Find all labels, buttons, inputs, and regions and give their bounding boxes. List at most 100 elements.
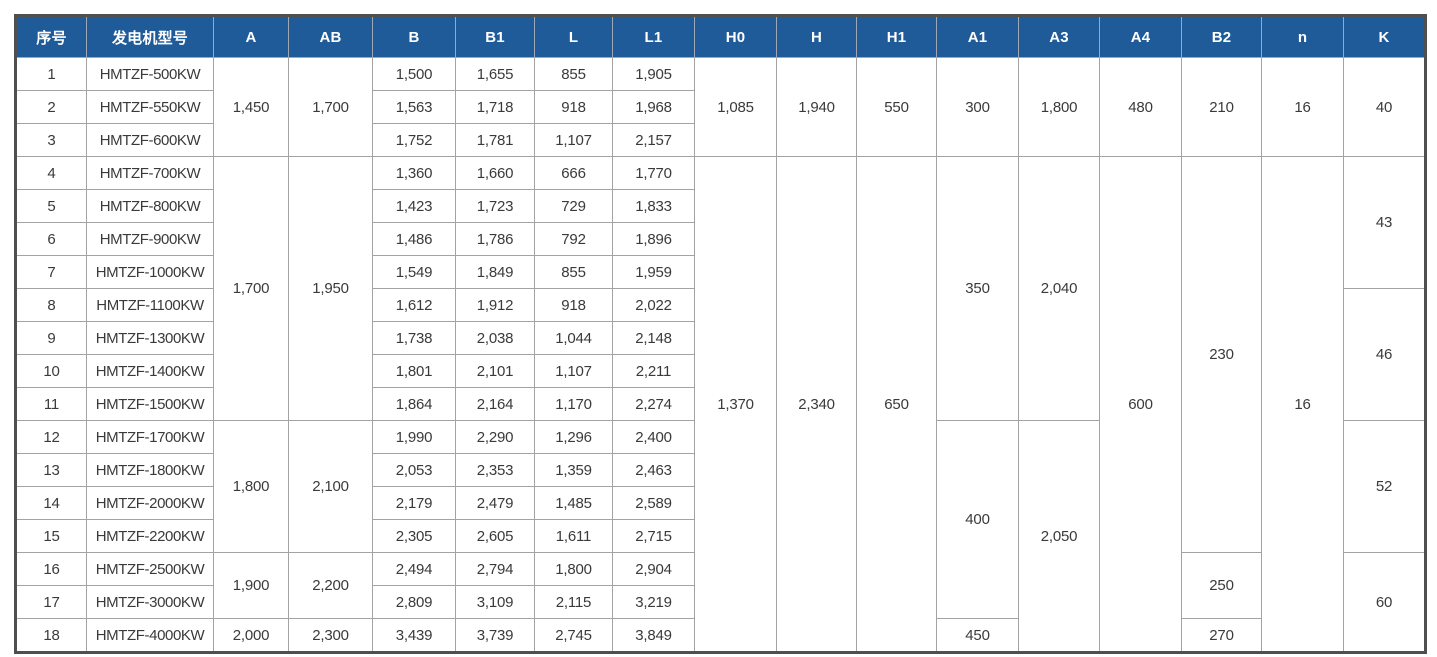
cell-L1: 3,219 bbox=[612, 585, 695, 619]
column-header-L: L bbox=[534, 15, 613, 58]
cell-A3: 2,050 bbox=[1018, 420, 1100, 653]
cell-L1: 1,968 bbox=[612, 90, 695, 124]
cell-index: 18 bbox=[15, 618, 87, 653]
cell-H0: 1,370 bbox=[694, 156, 777, 653]
cell-index: 10 bbox=[15, 354, 87, 388]
cell-index: 5 bbox=[15, 189, 87, 223]
cell-K: 52 bbox=[1343, 420, 1426, 553]
cell-B2: 230 bbox=[1181, 156, 1262, 553]
cell-B: 1,612 bbox=[372, 288, 456, 322]
column-header-n: n bbox=[1261, 15, 1344, 58]
cell-L1: 2,148 bbox=[612, 321, 695, 355]
cell-n: 16 bbox=[1261, 156, 1344, 653]
cell-L1: 1,896 bbox=[612, 222, 695, 256]
column-header-B2: B2 bbox=[1181, 15, 1262, 58]
cell-model: HMTZF-2000KW bbox=[86, 486, 214, 520]
table-row-13: 13 HMTZF-1800KW 2,053 2,353 1,359 2,463 bbox=[15, 453, 1426, 487]
table-row-10: 10 HMTZF-1400KW 1,801 2,101 1,107 2,211 bbox=[15, 354, 1426, 388]
cell-A3: 2,040 bbox=[1018, 156, 1100, 421]
cell-B: 1,423 bbox=[372, 189, 456, 223]
column-header-index: 序号 bbox=[15, 15, 87, 58]
cell-L1: 2,022 bbox=[612, 288, 695, 322]
cell-B: 1,360 bbox=[372, 156, 456, 190]
cell-A4: 600 bbox=[1099, 156, 1182, 653]
table-row-15: 15 HMTZF-2200KW 2,305 2,605 1,611 2,715 bbox=[15, 519, 1426, 553]
table-row-3: 3 HMTZF-600KW 1,752 1,781 1,107 2,157 bbox=[15, 123, 1426, 157]
cell-L1: 2,400 bbox=[612, 420, 695, 454]
cell-L1: 1,959 bbox=[612, 255, 695, 289]
cell-L1: 2,904 bbox=[612, 552, 695, 586]
cell-model: HMTZF-550KW bbox=[86, 90, 214, 124]
table-row-11: 11 HMTZF-1500KW 1,864 2,164 1,170 2,274 bbox=[15, 387, 1426, 421]
cell-L: 1,800 bbox=[534, 552, 613, 586]
cell-L: 918 bbox=[534, 288, 613, 322]
cell-B: 2,809 bbox=[372, 585, 456, 619]
cell-B1: 1,786 bbox=[455, 222, 535, 256]
cell-B1: 3,739 bbox=[455, 618, 535, 653]
cell-H: 2,340 bbox=[776, 156, 857, 653]
cell-L1: 1,833 bbox=[612, 189, 695, 223]
cell-A: 1,450 bbox=[213, 57, 289, 157]
cell-H1: 550 bbox=[856, 57, 937, 157]
cell-model: HMTZF-600KW bbox=[86, 123, 214, 157]
cell-K: 40 bbox=[1343, 57, 1426, 157]
cell-L: 1,296 bbox=[534, 420, 613, 454]
cell-B2: 270 bbox=[1181, 618, 1262, 653]
cell-L: 1,359 bbox=[534, 453, 613, 487]
cell-B: 2,179 bbox=[372, 486, 456, 520]
cell-L1: 1,770 bbox=[612, 156, 695, 190]
cell-index: 12 bbox=[15, 420, 87, 454]
cell-B1: 1,849 bbox=[455, 255, 535, 289]
cell-L: 855 bbox=[534, 57, 613, 91]
cell-A1: 450 bbox=[936, 618, 1019, 653]
column-header-A3: A3 bbox=[1018, 15, 1100, 58]
cell-B1: 1,655 bbox=[455, 57, 535, 91]
cell-A: 1,900 bbox=[213, 552, 289, 619]
cell-A1: 350 bbox=[936, 156, 1019, 421]
cell-model: HMTZF-1800KW bbox=[86, 453, 214, 487]
cell-L: 666 bbox=[534, 156, 613, 190]
cell-index: 15 bbox=[15, 519, 87, 553]
cell-L: 1,044 bbox=[534, 321, 613, 355]
cell-B1: 1,912 bbox=[455, 288, 535, 322]
cell-index: 3 bbox=[15, 123, 87, 157]
column-header-H: H bbox=[776, 15, 857, 58]
cell-L1: 2,715 bbox=[612, 519, 695, 553]
cell-B: 1,864 bbox=[372, 387, 456, 421]
cell-L1: 2,589 bbox=[612, 486, 695, 520]
cell-AB: 1,950 bbox=[288, 156, 373, 421]
cell-model: HMTZF-4000KW bbox=[86, 618, 214, 653]
cell-L: 918 bbox=[534, 90, 613, 124]
cell-index: 9 bbox=[15, 321, 87, 355]
cell-H1: 650 bbox=[856, 156, 937, 653]
cell-model: HMTZF-500KW bbox=[86, 57, 214, 91]
table-header: 序号 发电机型号 A AB B B1 L L1 H0 H H1 A1 A3 A4 B2 n K bbox=[15, 15, 1426, 58]
cell-B: 2,305 bbox=[372, 519, 456, 553]
cell-A1: 400 bbox=[936, 420, 1019, 619]
table-row-9: 9 HMTZF-1300KW 1,738 2,038 1,044 2,148 bbox=[15, 321, 1426, 355]
cell-B1: 2,038 bbox=[455, 321, 535, 355]
table-row-4: 4 HMTZF-700KW 1,700 1,950 1,360 1,660 666 1,770… bbox=[15, 156, 1426, 653]
cell-model: HMTZF-1300KW bbox=[86, 321, 214, 355]
cell-B1: 2,605 bbox=[455, 519, 535, 553]
cell-A: 2,000 bbox=[213, 618, 289, 653]
cell-L: 2,115 bbox=[534, 585, 613, 619]
column-header-AB: AB bbox=[288, 15, 373, 58]
cell-B: 1,801 bbox=[372, 354, 456, 388]
cell-L1: 2,274 bbox=[612, 387, 695, 421]
column-header-H0: H0 bbox=[694, 15, 777, 58]
table-body: 1 HMTZF-500KW 1,450 1,700 1,500 1,655 855 1,905… bbox=[15, 57, 1426, 653]
table-row-1: 1 HMTZF-500KW 1,450 1,700 1,500 1,655 855 1,905… bbox=[15, 57, 1426, 157]
cell-model: HMTZF-3000KW bbox=[86, 585, 214, 619]
cell-L: 2,745 bbox=[534, 618, 613, 653]
cell-index: 2 bbox=[15, 90, 87, 124]
cell-B1: 2,101 bbox=[455, 354, 535, 388]
cell-index: 8 bbox=[15, 288, 87, 322]
cell-model: HMTZF-2200KW bbox=[86, 519, 214, 553]
spec-table-container: 序号 发电机型号 A AB B B1 L L1 H0 H H1 A1 A3 A4 B2 n K 1 HMTZF-5… bbox=[14, 14, 1427, 654]
cell-index: 6 bbox=[15, 222, 87, 256]
cell-AB: 1,700 bbox=[288, 57, 373, 157]
cell-index: 1 bbox=[15, 57, 87, 91]
cell-L: 1,611 bbox=[534, 519, 613, 553]
cell-B: 2,053 bbox=[372, 453, 456, 487]
